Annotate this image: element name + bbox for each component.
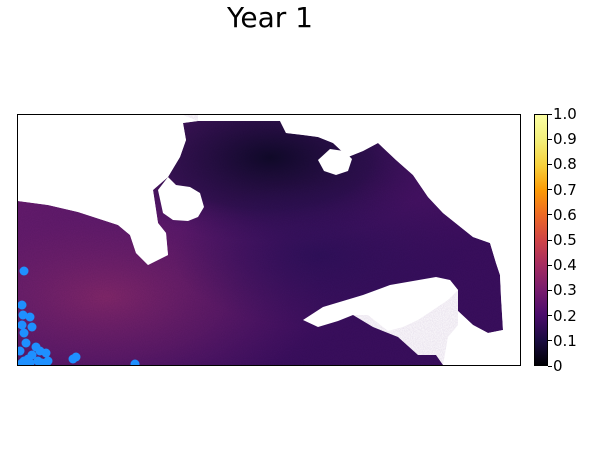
colorbar-tick xyxy=(548,289,552,291)
chart-title: Year 1 xyxy=(227,1,313,34)
colorbar-tick xyxy=(548,340,552,342)
heatmap-raster xyxy=(18,115,520,365)
colorbar-tick-label: 0.3 xyxy=(553,281,577,300)
colorbar-tick-label: 0.4 xyxy=(553,256,577,275)
observation-point xyxy=(18,310,28,320)
observation-point xyxy=(18,346,25,356)
observation-point xyxy=(25,312,35,322)
colorbar-tick-label: 0 xyxy=(553,357,563,375)
colorbar-tick xyxy=(548,138,552,140)
colorbar-tick-label: 0.9 xyxy=(553,130,577,149)
observation-point xyxy=(21,338,31,348)
colorbar-tick xyxy=(548,239,552,241)
colorbar-tick-label: 0.6 xyxy=(553,205,577,224)
colorbar-tick xyxy=(548,264,552,266)
colorbar-tick xyxy=(548,189,552,191)
observation-point xyxy=(27,322,37,332)
observation-points xyxy=(18,266,140,365)
colorbar-tick-label: 0.5 xyxy=(553,231,577,249)
colorbar-tick-label: 0.1 xyxy=(553,331,577,350)
colorbar-tick-label: 1.0 xyxy=(553,105,577,123)
observation-point xyxy=(19,266,29,276)
colorbar-tick xyxy=(548,163,552,165)
observation-point xyxy=(19,328,29,338)
colorbar xyxy=(534,114,548,366)
observation-point xyxy=(37,358,47,365)
observation-point xyxy=(130,359,140,365)
map-plot-area xyxy=(17,114,521,366)
colorbar-tick-label: 0.7 xyxy=(553,180,577,199)
observation-point xyxy=(18,320,27,330)
observation-point xyxy=(18,358,27,365)
colorbar-tick-label: 0.2 xyxy=(553,306,577,325)
observation-point xyxy=(18,300,27,310)
colorbar-tick xyxy=(548,315,552,317)
observation-point xyxy=(41,348,51,358)
no-data-masks xyxy=(18,115,520,365)
observation-point xyxy=(25,358,35,365)
colorbar-tick-label: 0.8 xyxy=(553,155,577,174)
colorbar-tick xyxy=(548,365,552,367)
observation-point xyxy=(71,352,81,362)
colorbar-tick xyxy=(548,214,552,216)
colorbar-tick xyxy=(548,113,552,115)
